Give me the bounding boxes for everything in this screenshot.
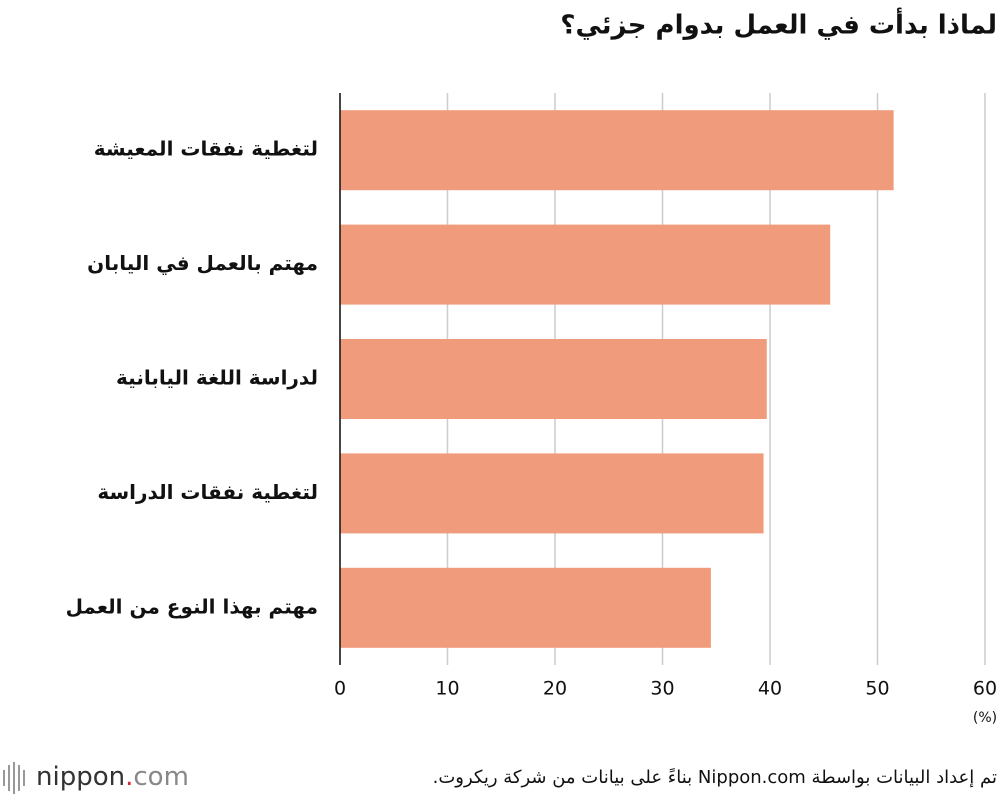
x-tick-label: 20 xyxy=(543,678,567,700)
y-tick-label: مهتم بهذا النوع من العمل xyxy=(66,594,318,618)
logo-part: . xyxy=(125,762,133,792)
y-tick-label: لتغطية نفقات الدراسة xyxy=(97,480,318,504)
y-tick-label: مهتم بالعمل في اليابان xyxy=(87,251,318,276)
unit-label: (%) xyxy=(973,710,997,726)
bar xyxy=(340,567,711,648)
bar xyxy=(340,453,764,534)
logo: nippon.com xyxy=(36,762,189,792)
chart-title: لماذا بدأت في العمل بدوام جزئي؟ xyxy=(560,8,997,41)
x-tick-label: 60 xyxy=(973,678,997,700)
bar xyxy=(340,339,767,419)
logo-icon xyxy=(3,762,25,794)
y-tick-label: لتغطية نفقات المعيشة xyxy=(94,137,318,161)
logo-part: com xyxy=(133,762,189,792)
source-note: تم إعداد البيانات بواسطة Nippon.com بناء… xyxy=(433,767,997,788)
bar xyxy=(340,110,894,191)
y-tick-label: لدراسة اللغة اليابانية xyxy=(116,366,318,390)
x-tick-label: 10 xyxy=(435,678,459,700)
logo-part: nippon xyxy=(36,762,125,792)
x-tick-label: 40 xyxy=(758,678,782,700)
x-tick-label: 30 xyxy=(650,678,674,700)
x-tick-label: 50 xyxy=(865,678,889,700)
x-tick-label: 0 xyxy=(334,678,346,700)
bar xyxy=(340,224,831,305)
